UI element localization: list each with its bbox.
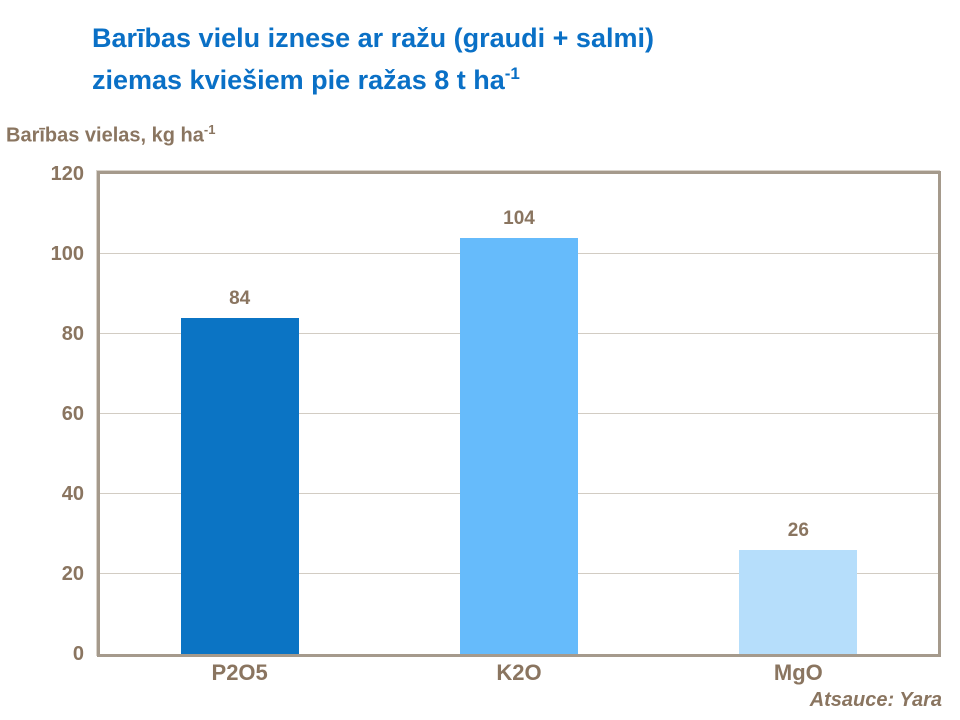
bar-p2o5 (180, 318, 299, 654)
bar-k2o (460, 238, 578, 654)
source-attribution-text: Atsauce: Yara (809, 689, 942, 711)
x-category-label: K2O (496, 660, 542, 685)
chart-title-line1: Barības vielu iznese ar ražu (graudi + s… (92, 23, 654, 53)
x-axis-labels: P2O5 K2O MgO (100, 660, 938, 688)
y-tick-label: 80 (61, 323, 84, 345)
bar-value-label: 26 (787, 520, 809, 541)
chart-title-superscript: -1 (504, 64, 520, 83)
bar-value-label: 104 (503, 208, 535, 229)
source-attribution: Atsauce: Yara (810, 689, 942, 712)
y-axis-title-superscript: -1 (203, 122, 216, 137)
y-tick-label: 20 (61, 563, 84, 585)
bar-mgo (739, 550, 858, 654)
y-tick-label: 0 (72, 643, 84, 665)
plot-area: 84 104 26 (97, 171, 941, 657)
chart-title: Barības vielu iznese ar ražu (graudi + s… (92, 20, 892, 98)
y-tick-label: 60 (61, 403, 84, 425)
y-tick-label: 100 (50, 243, 84, 265)
x-category-label: P2O5 (211, 660, 268, 685)
bar-value-label: 84 (229, 288, 251, 309)
y-axis-title-text: Barības vielas, kg ha (6, 124, 204, 147)
y-tick-label: 40 (61, 483, 84, 505)
chart-title-line2: ziemas kviešiem pie ražas 8 t ha (92, 65, 505, 95)
y-axis-ticks: 0 20 40 60 80 100 120 (0, 163, 84, 665)
y-tick-label: 120 (50, 163, 84, 185)
y-axis-title: Barības vielas, kg ha-1 (6, 122, 215, 148)
x-category-label: MgO (773, 660, 823, 685)
